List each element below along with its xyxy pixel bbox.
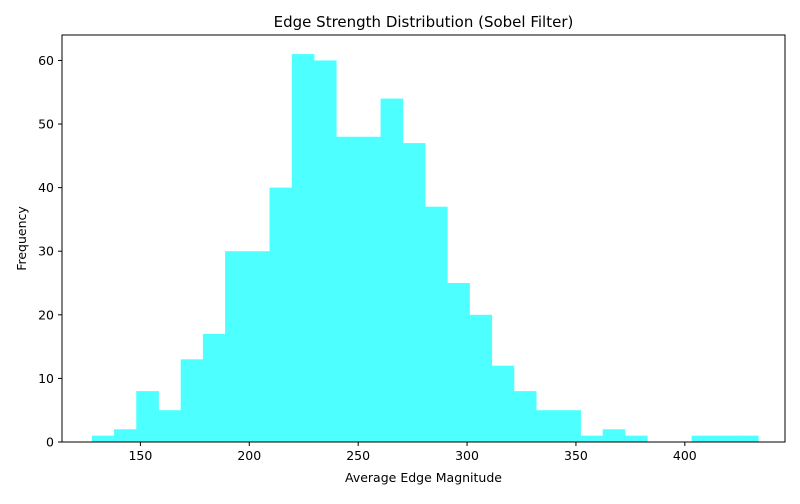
histogram-bar-17 [469, 314, 493, 442]
x-tick-label-5: 400 [673, 448, 697, 463]
x-axis-label: Average Edge Magnitude [345, 470, 502, 485]
histogram-bar-12 [358, 136, 381, 442]
y-axis-ticks: 0 10 20 30 40 50 60 [38, 53, 62, 450]
histogram-bar-29 [736, 435, 759, 442]
chart-title: Edge Strength Distribution (Sobel Filter… [274, 13, 574, 31]
histogram-bar-28 [713, 435, 737, 442]
histogram-bar-13 [380, 98, 404, 442]
x-tick-label-2: 250 [346, 448, 370, 463]
histogram-bar-16 [447, 283, 470, 442]
y-tick-label-5: 50 [38, 117, 54, 132]
histogram-bar-22 [580, 435, 604, 442]
histogram-bar-7 [247, 251, 270, 442]
bars-layer [91, 54, 759, 443]
histogram-bar-8 [269, 187, 293, 443]
y-axis-label: Frequency [14, 206, 29, 271]
histogram-bar-14 [402, 143, 426, 443]
histogram-bar-21 [558, 410, 581, 442]
x-tick-label-0: 150 [128, 448, 152, 463]
histogram-bar-1 [114, 429, 137, 442]
histogram-bar-3 [158, 410, 182, 442]
histogram-bar-0 [91, 435, 115, 442]
x-tick-label-4: 350 [564, 448, 588, 463]
histogram-bar-24 [624, 435, 648, 442]
histogram-bar-10 [313, 60, 337, 442]
histogram-bar-4 [180, 359, 204, 442]
y-tick-label-3: 30 [38, 244, 54, 259]
histogram-bar-6 [225, 251, 248, 442]
histogram-bar-19 [513, 391, 537, 443]
plot-frame [61, 34, 786, 443]
histogram-bar-23 [602, 429, 626, 442]
histogram-bar-20 [536, 410, 559, 442]
x-tick-label-3: 300 [455, 448, 479, 463]
histogram-bar-11 [336, 136, 359, 442]
x-tick-label-1: 200 [237, 448, 261, 463]
y-tick-label-4: 40 [38, 180, 54, 195]
histogram-bar-15 [425, 206, 448, 442]
y-tick-label-6: 60 [38, 53, 54, 68]
histogram-bar-2 [136, 391, 159, 443]
histogram-bar-27 [691, 435, 715, 442]
y-tick-label-0: 0 [46, 435, 54, 450]
histogram-bar-9 [291, 54, 315, 442]
x-axis-ticks: 150 200 250 300 350 400 [128, 442, 697, 463]
y-tick-label-1: 10 [38, 371, 54, 386]
y-tick-label-2: 20 [38, 307, 54, 322]
histogram-bar-5 [202, 333, 226, 442]
histogram-bar-18 [491, 365, 515, 442]
